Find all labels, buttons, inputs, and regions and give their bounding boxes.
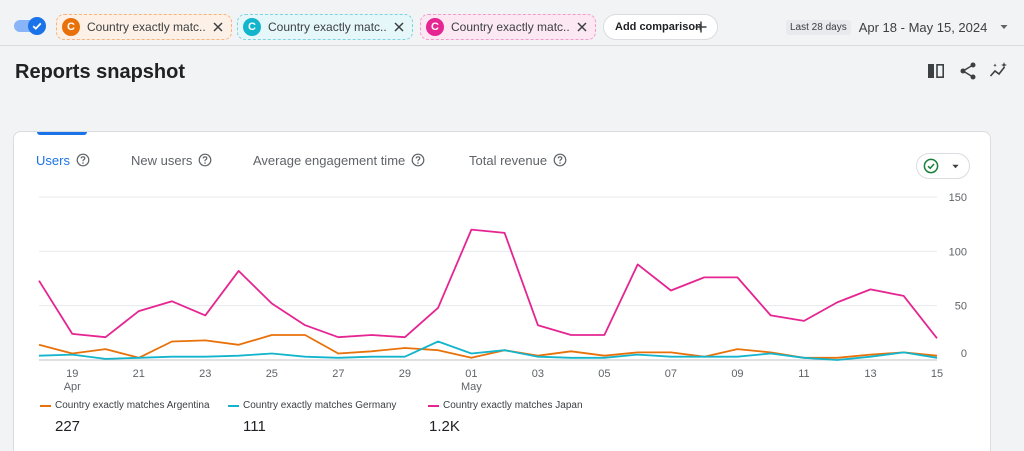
check-circle-icon bbox=[923, 158, 939, 174]
legend-label: Country exactly matches Japan bbox=[443, 400, 583, 411]
tab-average-engagement-time[interactable]: Average engagement time bbox=[253, 151, 425, 169]
legend-item-japan: Country exactly matches Japan bbox=[428, 400, 583, 411]
compare-columns-icon[interactable] bbox=[926, 61, 946, 81]
x-tick-month-label: May bbox=[461, 381, 482, 393]
comparison-toggle[interactable] bbox=[14, 17, 46, 35]
legend-swatch bbox=[40, 404, 51, 407]
tab-label: Users bbox=[36, 152, 70, 168]
tab-new-users[interactable]: New users bbox=[131, 151, 212, 169]
tab-total-revenue[interactable]: Total revenue bbox=[469, 151, 567, 169]
x-tick-label: 01 bbox=[465, 368, 477, 380]
comparison-chip-argentina[interactable]: C Country exactly matc... bbox=[56, 14, 232, 40]
legend-swatch bbox=[428, 404, 439, 407]
x-tick-label: 23 bbox=[199, 368, 211, 380]
header-divider bbox=[0, 45, 1024, 46]
y-tick-label: 150 bbox=[949, 192, 967, 204]
comparison-chip-japan[interactable]: C Country exactly matc... bbox=[420, 14, 596, 40]
close-icon[interactable] bbox=[211, 20, 225, 34]
x-tick-month-label: Apr bbox=[64, 381, 81, 393]
close-icon[interactable] bbox=[575, 20, 589, 34]
x-tick-label: 13 bbox=[864, 368, 876, 380]
date-range-picker[interactable]: Last 28 days Apr 18 - May 15, 2024 bbox=[786, 18, 1009, 36]
comparison-label: Country exactly matc... bbox=[451, 20, 569, 34]
help-icon[interactable] bbox=[411, 153, 425, 167]
series-line-argentina bbox=[38, 334, 938, 359]
help-icon[interactable] bbox=[198, 153, 212, 167]
share-icon[interactable] bbox=[958, 61, 978, 81]
comparison-badge: C bbox=[62, 18, 80, 36]
y-tick-label: 50 bbox=[955, 301, 967, 313]
report-card: Users New users Average engagement time … bbox=[13, 131, 991, 451]
metric-total-argentina: 227 bbox=[55, 418, 81, 435]
metric-total-japan: 1.2K bbox=[429, 418, 460, 435]
comparison-bar: C Country exactly matc... C Country exac… bbox=[0, 0, 1024, 46]
help-icon[interactable] bbox=[76, 153, 90, 167]
comparison-badge: C bbox=[426, 18, 444, 36]
help-icon[interactable] bbox=[553, 153, 567, 167]
caret-down-icon bbox=[1000, 25, 1008, 29]
data-quality-button[interactable] bbox=[916, 153, 970, 179]
y-tick-label: 0 bbox=[961, 348, 967, 360]
insights-icon[interactable] bbox=[989, 61, 1009, 81]
x-tick-label: 25 bbox=[266, 368, 278, 380]
active-tab-indicator bbox=[37, 132, 87, 135]
comparison-badge: C bbox=[243, 18, 261, 36]
x-tick-label: 03 bbox=[532, 368, 544, 380]
x-tick-label: 11 bbox=[798, 368, 809, 380]
x-tick-label: 07 bbox=[665, 368, 677, 380]
x-tick-label: 05 bbox=[598, 368, 610, 380]
legend-item-argentina: Country exactly matches Argentina bbox=[40, 400, 210, 411]
comparison-label: Country exactly matc... bbox=[268, 20, 386, 34]
legend-item-germany: Country exactly matches Germany bbox=[228, 400, 396, 411]
legend-swatch bbox=[228, 404, 239, 407]
series-line-japan bbox=[38, 228, 938, 339]
x-tick-label: 29 bbox=[399, 368, 411, 380]
date-range-dates: Apr 18 - May 15, 2024 bbox=[858, 19, 988, 35]
date-range-period: Last 28 days bbox=[786, 19, 851, 35]
plus-icon bbox=[695, 21, 707, 33]
x-tick-label: 09 bbox=[731, 368, 743, 380]
tab-label: Total revenue bbox=[469, 152, 548, 168]
tab-label: Average engagement time bbox=[253, 152, 406, 168]
x-tick-label: 15 bbox=[931, 368, 943, 380]
legend-label: Country exactly matches Argentina bbox=[55, 400, 210, 411]
comparison-chip-germany[interactable]: C Country exactly matc... bbox=[237, 14, 413, 40]
tab-users[interactable]: Users bbox=[36, 151, 90, 169]
metric-total-germany: 111 bbox=[243, 418, 266, 435]
add-comparison-label: Add comparison bbox=[615, 21, 702, 33]
x-tick-label: 21 bbox=[133, 368, 145, 380]
add-comparison-button[interactable]: Add comparison bbox=[603, 14, 718, 40]
legend-label: Country exactly matches Germany bbox=[243, 400, 397, 411]
comparison-label: Country exactly matc... bbox=[87, 20, 205, 34]
caret-down-icon bbox=[952, 164, 959, 168]
y-tick-label: 100 bbox=[949, 246, 967, 258]
close-icon[interactable] bbox=[392, 20, 406, 34]
tab-label: New users bbox=[131, 152, 193, 168]
check-icon bbox=[28, 17, 46, 35]
page-title: Reports snapshot bbox=[15, 61, 186, 83]
x-tick-label: 19 bbox=[66, 368, 78, 380]
series-line-germany bbox=[38, 340, 938, 361]
x-tick-label: 27 bbox=[332, 368, 344, 380]
